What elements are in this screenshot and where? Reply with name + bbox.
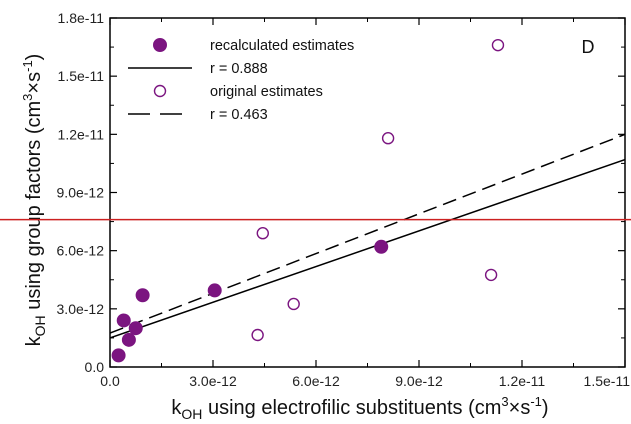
fit-lines — [110, 133, 625, 339]
y-axis-label-sub: OH — [32, 315, 48, 336]
recalculated-point — [128, 321, 143, 336]
axis-ticks: 0.0 3.0e-12 6.0e-12 9.0e-12 1.2e-11 1.5e-11 0.… — [57, 10, 631, 389]
x-axis-label-end: ) — [542, 397, 549, 419]
y-tick-label: 1.8e-11 — [58, 10, 105, 26]
x-tick-label: 0.0 — [100, 373, 120, 389]
original-point — [484, 268, 498, 282]
recalculated-point — [135, 288, 150, 303]
x-axis-label-main: using electrofilic substituents (cm — [202, 397, 501, 419]
legend-label: r = 0.888 — [210, 61, 268, 77]
y-tick-label: 0.0 — [85, 359, 105, 375]
legend: recalculated estimates r = 0.888 original … — [128, 38, 354, 123]
y-axis-label-sup2: -1 — [20, 60, 35, 72]
recalculated-point — [111, 348, 126, 363]
panel-label: D — [582, 37, 595, 57]
y-tick-label: 9.0e-12 — [57, 185, 105, 201]
legend-open-marker — [153, 84, 167, 98]
x-axis-label: kOH using electrofilic substituents (cm3… — [171, 394, 548, 422]
recalculated-point — [116, 313, 131, 328]
legend-filled-marker — [153, 38, 167, 52]
x-tick-label: 1.2e-11 — [499, 373, 546, 389]
x-axis-label-sup1: 3 — [501, 394, 508, 409]
y-tick-label: 6.0e-12 — [57, 243, 105, 259]
original-point — [251, 328, 264, 342]
legend-label: recalculated estimates — [210, 38, 354, 54]
x-tick-label: 3.0e-12 — [189, 373, 237, 389]
x-axis-label-sub: OH — [181, 406, 202, 422]
plot-frame — [109, 17, 626, 368]
original-point — [256, 227, 269, 240]
y-axis-label-main: using group factors (cm — [23, 101, 45, 316]
y-axis-label-k: k — [23, 335, 45, 346]
y-axis-label-end: ) — [23, 54, 45, 61]
y-tick-label: 3.0e-12 — [57, 301, 105, 317]
x-axis-label-k: k — [171, 397, 182, 419]
legend-label: r = 0.463 — [210, 107, 268, 123]
fit-line-dashed — [110, 133, 625, 334]
y-axis-label-sup1: 3 — [20, 94, 35, 101]
plot-border — [109, 17, 626, 368]
recalculated-point — [374, 239, 389, 254]
x-tick-label: 6.0e-12 — [292, 373, 340, 389]
fit-line-solid — [110, 158, 625, 339]
data-points — [111, 38, 505, 363]
original-point — [491, 38, 505, 52]
legend-label: original estimates — [210, 84, 323, 100]
x-axis-label-times: ×s — [509, 397, 531, 419]
y-tick-label: 1.2e-11 — [58, 126, 105, 142]
x-tick-label: 9.0e-12 — [395, 373, 443, 389]
recalculated-point — [207, 283, 222, 298]
recalculated-point — [121, 332, 136, 347]
original-point — [381, 132, 395, 145]
y-tick-label: 1.5e-11 — [58, 68, 105, 84]
y-axis-label-times: ×s — [23, 72, 45, 94]
x-axis-label-sup2: -1 — [530, 394, 542, 409]
y-axis-label: kOH using group factors (cm3×s-1) — [20, 54, 48, 347]
original-point — [287, 297, 300, 311]
x-tick-label: 1.5e-11 — [584, 373, 631, 389]
